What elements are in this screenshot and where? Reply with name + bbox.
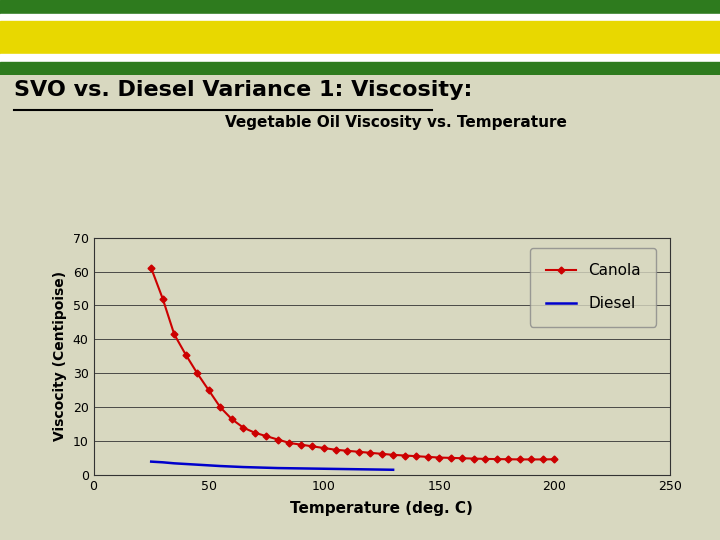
Canola	[285, 440, 294, 446]
Canola	[158, 295, 167, 302]
Diesel	[331, 465, 340, 472]
Canola	[204, 387, 213, 394]
Canola	[469, 455, 478, 462]
Canola	[147, 265, 156, 272]
Canola	[539, 456, 547, 463]
Text: Vegetable Oil Viscosity vs. Temperature: Vegetable Oil Viscosity vs. Temperature	[225, 116, 567, 131]
Diesel	[239, 464, 248, 470]
Canola	[366, 450, 374, 456]
Canola	[343, 448, 351, 454]
Diesel	[204, 462, 213, 469]
Canola	[320, 445, 328, 451]
Canola	[193, 370, 202, 376]
Canola	[389, 451, 397, 458]
Canola	[377, 450, 386, 457]
Canola	[435, 454, 444, 461]
Diesel	[158, 459, 167, 465]
Bar	[0, 0, 720, 14]
Canola	[492, 456, 501, 462]
Canola	[516, 456, 524, 463]
Y-axis label: Viscocity (Centipoise): Viscocity (Centipoise)	[53, 271, 67, 442]
Diesel	[366, 466, 374, 472]
Canola	[228, 416, 236, 422]
Legend: Canola, Diesel: Canola, Diesel	[530, 248, 656, 327]
Diesel	[228, 463, 236, 470]
Diesel	[343, 466, 351, 472]
Bar	[0, 14, 720, 21]
Canola	[550, 456, 559, 462]
Canola	[481, 456, 490, 462]
Canola	[297, 441, 305, 448]
Canola	[354, 449, 363, 455]
Diesel	[320, 465, 328, 472]
Diesel	[170, 460, 179, 467]
Diesel	[377, 467, 386, 473]
Canola	[308, 443, 317, 450]
Canola	[400, 453, 409, 459]
Canola	[412, 453, 420, 460]
Canola	[251, 429, 259, 436]
Canola	[181, 352, 190, 358]
Diesel	[308, 465, 317, 472]
Diesel	[181, 461, 190, 467]
Diesel	[193, 462, 202, 468]
Canola	[504, 456, 513, 462]
Diesel	[389, 467, 397, 473]
Diesel	[147, 458, 156, 465]
Line: Diesel: Diesel	[151, 462, 393, 470]
Diesel	[285, 465, 294, 471]
Line: Canola: Canola	[149, 266, 557, 462]
Diesel	[297, 465, 305, 471]
Canola	[274, 436, 282, 443]
Canola	[216, 404, 225, 410]
X-axis label: Temperature (deg. C): Temperature (deg. C)	[290, 502, 473, 516]
Text: SVO vs. Diesel Variance 1: Viscosity:: SVO vs. Diesel Variance 1: Viscosity:	[14, 80, 473, 100]
Diesel	[251, 464, 259, 471]
Canola	[331, 447, 340, 453]
Bar	[0, 21, 720, 54]
Canola	[262, 433, 271, 440]
Diesel	[262, 464, 271, 471]
Canola	[527, 456, 536, 463]
Canola	[446, 455, 455, 461]
Bar	[0, 62, 720, 75]
Canola	[239, 424, 248, 431]
Diesel	[274, 465, 282, 471]
Diesel	[354, 466, 363, 472]
Canola	[170, 331, 179, 338]
Bar	[0, 54, 720, 62]
Diesel	[216, 463, 225, 469]
Canola	[423, 454, 432, 460]
Canola	[458, 455, 467, 462]
